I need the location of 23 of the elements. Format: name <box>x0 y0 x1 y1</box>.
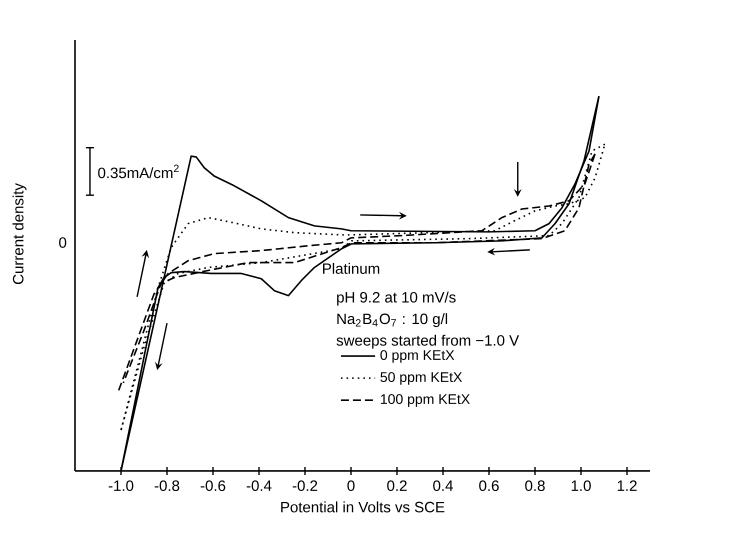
annotation: sweeps started from −1.0 V <box>336 334 520 349</box>
x-tick-label: -1.0 <box>108 480 134 492</box>
x-tick-label: -0.8 <box>154 480 180 492</box>
legend-label: 100 ppm KEtX <box>380 394 470 407</box>
annotation: pH 9.2 at 10 mV/s <box>337 292 456 306</box>
x-tick-label: 0 <box>347 480 355 492</box>
x-tick-label: 1.0 <box>572 480 591 492</box>
annotation: Platinum <box>323 262 380 274</box>
legend-label: 0 ppm KEtX <box>380 350 454 363</box>
annotation: 0.35mA/cm$^{2}$ <box>98 164 179 178</box>
text: 0 <box>59 237 66 248</box>
annotation: Na$_{2}$B$_{4}$O$_{7}$ : 10 g/l <box>337 313 448 328</box>
y-axis-title: Current density <box>12 183 26 284</box>
x-tick-label: 0.4 <box>433 480 453 492</box>
x-tick-label: -0.4 <box>246 480 272 492</box>
x-axis-title: Potential in Volts vs SCE <box>281 501 444 512</box>
x-tick-label: 0.8 <box>525 480 545 492</box>
x-tick-label: -0.2 <box>292 480 318 492</box>
legend-label: 50 ppm KEtX <box>380 372 462 385</box>
x-tick-label: 0.6 <box>479 480 499 492</box>
x-tick-label: 0.2 <box>387 480 407 492</box>
x-tick-label: -0.6 <box>200 480 226 492</box>
x-tick-label: 1.2 <box>618 480 637 491</box>
